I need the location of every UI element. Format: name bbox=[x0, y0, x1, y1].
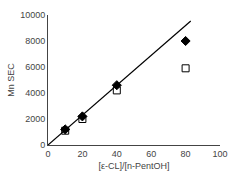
svg-text:20: 20 bbox=[77, 149, 87, 159]
svg-text:40: 40 bbox=[112, 149, 122, 159]
svg-text:8000: 8000 bbox=[25, 36, 45, 46]
svg-text:80: 80 bbox=[181, 149, 191, 159]
svg-text:Mn SEC: Mn SEC bbox=[6, 63, 16, 97]
svg-text:4000: 4000 bbox=[25, 88, 45, 98]
svg-text:60: 60 bbox=[146, 149, 156, 159]
svg-text:0: 0 bbox=[45, 149, 50, 159]
svg-text:[ε-CL]/[n-PentOH]: [ε-CL]/[n-PentOH] bbox=[98, 161, 169, 171]
svg-text:2000: 2000 bbox=[25, 114, 45, 124]
svg-text:100: 100 bbox=[212, 149, 227, 159]
svg-text:6000: 6000 bbox=[25, 62, 45, 72]
svg-text:0: 0 bbox=[40, 140, 45, 150]
svg-text:10000: 10000 bbox=[20, 10, 45, 20]
